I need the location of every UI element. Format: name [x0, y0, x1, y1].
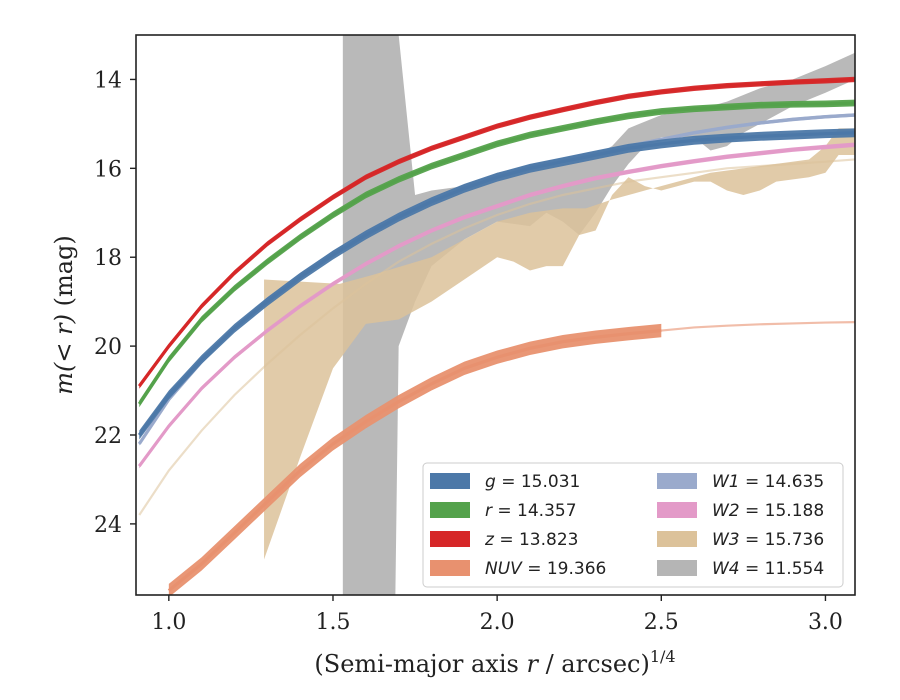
x-axis-label-sup: 1/4: [650, 647, 676, 666]
legend: g = 15.031 r = 14.357 z = 13.823 NUV = 19.3…: [422, 462, 844, 588]
x-axis-label-main: (Semi-major axis: [314, 650, 526, 678]
y-tick-label: 22: [94, 424, 122, 449]
y-axis-ticks: 14 16 18 20 22 24: [94, 68, 136, 538]
curve-w2: [137, 143, 855, 468]
y-tick-label: 16: [94, 157, 122, 182]
legend-label-r: r = 14.357: [485, 501, 577, 521]
legend-swatch-g: [430, 473, 470, 489]
y-axis-label-unit: (mag): [50, 235, 78, 314]
legend-frame: [422, 462, 844, 588]
legend-swatch-w2: [657, 502, 697, 518]
y-tick-label: 18: [94, 246, 122, 271]
x-tick-label: 3.0: [808, 610, 843, 635]
band-w4: [342, 35, 855, 595]
legend-swatch-w1: [657, 473, 697, 489]
y-axis-label: m(< r) (mag): [50, 235, 78, 395]
legend-label-w1: W1 = 14.635: [712, 472, 824, 492]
y-tick-label: 14: [94, 68, 122, 93]
x-axis-ticks: 1.0 1.5 2.0 2.5 3.0: [151, 595, 843, 635]
legend-swatch-nuv: [430, 560, 470, 576]
legend-label-w4: W4 = 11.554: [712, 559, 824, 579]
x-axis-label-mid: / arcsec): [538, 650, 650, 678]
x-tick-label: 2.0: [480, 610, 515, 635]
x-tick-label: 2.5: [644, 610, 679, 635]
uncertainty-bands: [264, 35, 855, 595]
series-lines: [137, 76, 855, 595]
y-tick-label: 24: [94, 513, 122, 538]
legend-label-nuv: NUV = 19.366: [485, 559, 606, 579]
plot-frame: [135, 34, 856, 596]
curve-nuv: [167, 328, 662, 592]
curve-r-band: [139, 99, 855, 408]
x-axis-label-var: r: [526, 650, 539, 678]
x-tick-label: 1.5: [315, 610, 350, 635]
legend-swatch-w3: [657, 531, 697, 547]
legend-label-z: z = 13.823: [484, 530, 578, 550]
legend-label-w2: W2 = 15.188: [712, 501, 824, 521]
curve-r: [137, 101, 855, 405]
band-w3: [264, 128, 855, 560]
y-axis-label-pre: m: [50, 372, 78, 395]
x-axis-label: (Semi-major axis r / arcsec)1/4: [314, 647, 675, 678]
curve-g: [137, 131, 855, 436]
legend-swatch-z: [430, 531, 470, 547]
y-axis-label-var: (< r): [50, 314, 78, 372]
y-tick-label: 20: [94, 335, 122, 360]
curve-z: [137, 77, 855, 388]
x-tick-label: 1.0: [151, 610, 186, 635]
legend-swatch-w4: [657, 560, 697, 576]
legend-label-w3: W3 = 15.736: [712, 530, 824, 550]
legend-swatch-r: [430, 502, 470, 518]
legend-label-g: g = 15.031: [485, 472, 580, 492]
curve-w3-model: [138, 158, 855, 516]
